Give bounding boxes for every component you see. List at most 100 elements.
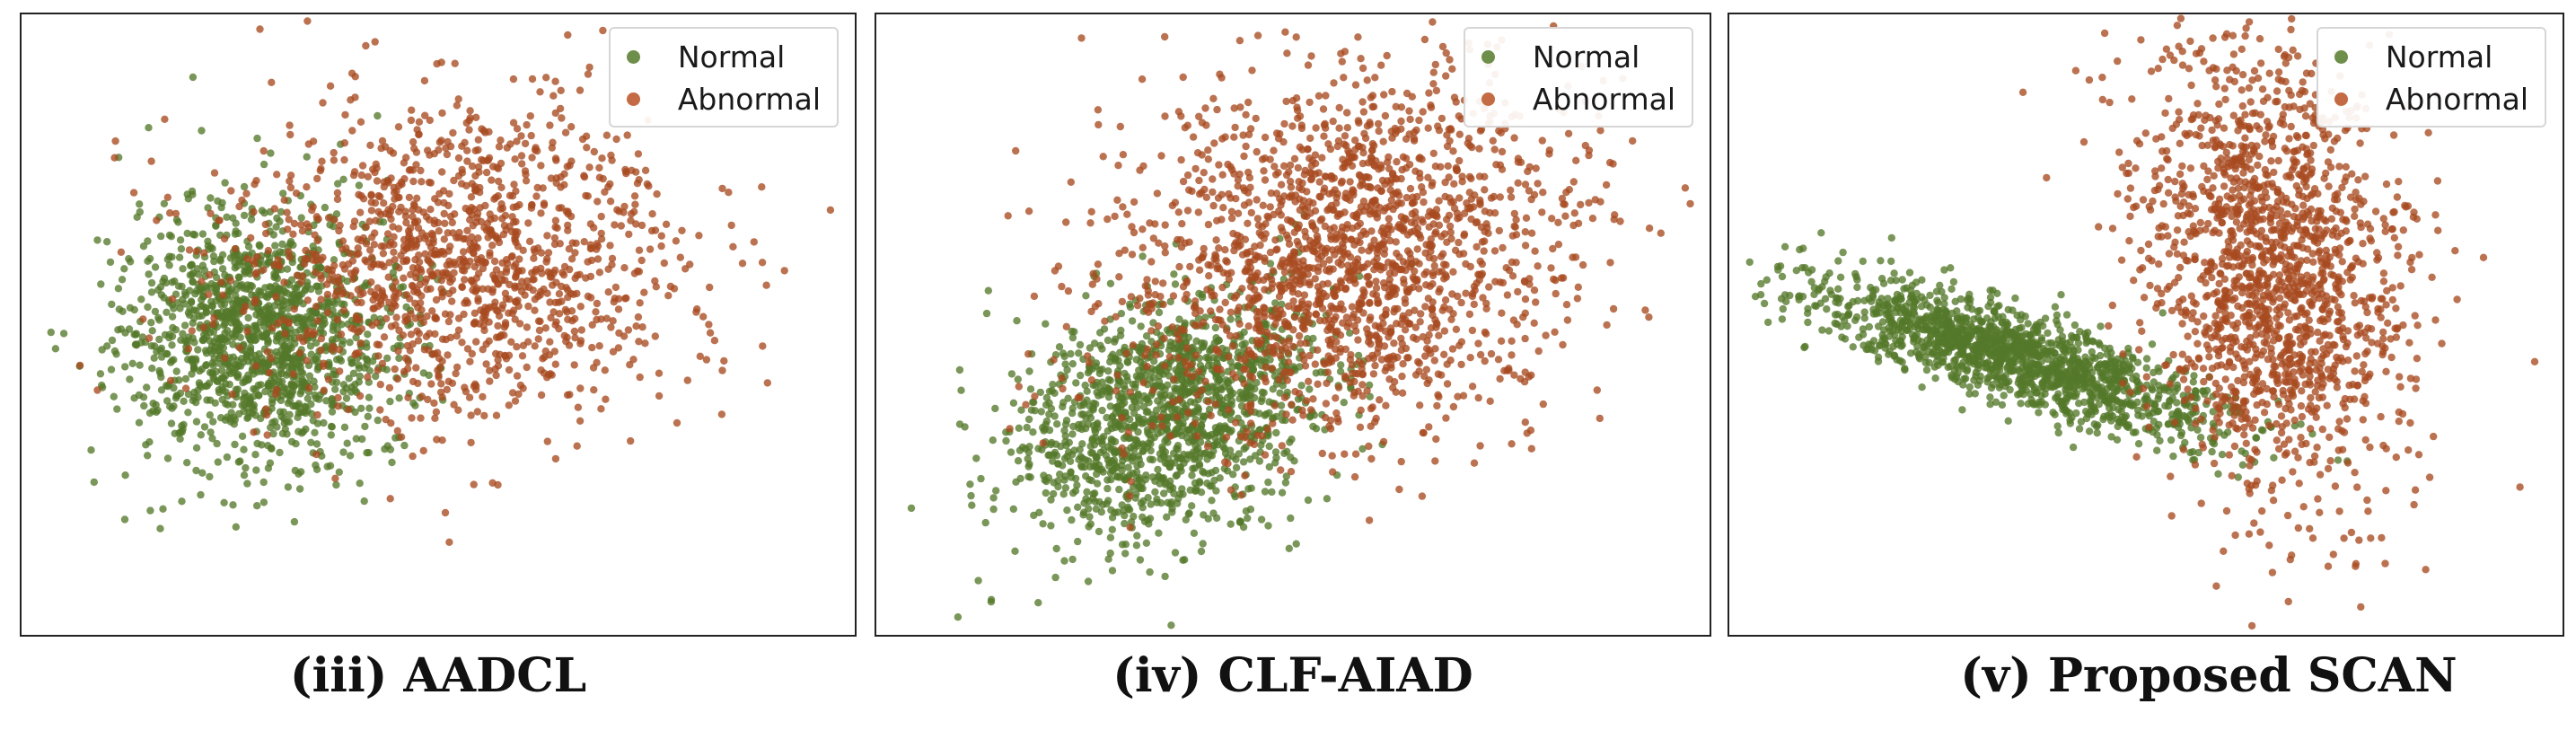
data-point-normal <box>261 387 269 396</box>
data-point-normal <box>263 290 272 299</box>
data-point-normal <box>364 330 372 339</box>
data-point-normal <box>1206 451 1214 459</box>
data-point-normal <box>223 453 232 462</box>
data-point-abnormal <box>1309 395 1317 403</box>
data-point-abnormal <box>394 347 402 356</box>
data-point-abnormal <box>1227 214 1236 223</box>
data-point-normal <box>113 405 121 413</box>
data-point-abnormal <box>354 286 362 294</box>
data-point-abnormal <box>454 326 463 334</box>
data-point-abnormal <box>561 128 570 136</box>
data-point-normal <box>1059 490 1068 498</box>
data-point-abnormal <box>1112 312 1120 321</box>
data-point-abnormal <box>501 352 509 360</box>
data-point-abnormal <box>1193 149 1202 157</box>
data-point-abnormal <box>1645 224 1654 233</box>
data-point-normal <box>258 332 266 340</box>
data-point-abnormal <box>454 154 463 163</box>
data-point-normal <box>1119 394 1127 402</box>
data-point-abnormal <box>1446 228 1455 236</box>
data-point-abnormal <box>1103 215 1112 224</box>
data-point-abnormal <box>1050 356 1058 364</box>
data-point-abnormal <box>1572 156 1580 164</box>
data-point-abnormal <box>286 130 295 139</box>
data-point-abnormal <box>337 330 346 339</box>
data-point-normal <box>1231 492 1239 501</box>
data-point-abnormal <box>1323 379 1331 387</box>
data-point-abnormal <box>374 352 382 360</box>
data-point-abnormal <box>1304 270 1312 278</box>
data-point-normal <box>1108 457 1116 465</box>
data-point-normal <box>1069 422 1077 431</box>
data-point-abnormal <box>651 226 660 234</box>
data-point-abnormal <box>465 126 473 134</box>
data-point-normal <box>303 282 312 290</box>
data-point-abnormal <box>397 433 406 441</box>
data-point-normal <box>132 340 140 348</box>
data-point-normal <box>1013 317 1021 325</box>
data-point-normal <box>255 350 263 358</box>
data-point-normal <box>286 341 295 349</box>
data-point-normal <box>292 440 300 448</box>
data-point-abnormal <box>458 169 467 177</box>
data-point-abnormal <box>696 352 704 360</box>
data-point-abnormal <box>467 411 475 419</box>
data-point-normal <box>107 365 116 374</box>
data-point-abnormal <box>484 304 492 312</box>
data-point-abnormal <box>537 162 545 170</box>
data-point-abnormal <box>445 257 453 266</box>
data-point-abnormal <box>362 223 370 232</box>
data-point-abnormal <box>1300 291 1309 299</box>
data-point-normal <box>1268 488 1276 497</box>
data-point-normal <box>1116 348 1124 356</box>
data-point-normal <box>1104 367 1112 375</box>
data-point-abnormal <box>468 244 477 252</box>
data-point-normal <box>283 430 291 438</box>
data-point-normal <box>251 451 259 459</box>
data-point-abnormal <box>479 313 488 322</box>
data-point-normal <box>311 428 319 436</box>
data-point-abnormal <box>1287 468 1296 476</box>
data-point-abnormal <box>1268 365 1277 373</box>
data-point-normal <box>1191 399 1199 407</box>
data-point-abnormal <box>513 137 521 145</box>
data-point-abnormal <box>268 324 277 332</box>
data-point-abnormal <box>1185 186 1193 194</box>
data-point-abnormal <box>558 268 567 277</box>
data-point-abnormal <box>1397 457 1405 466</box>
data-point-normal <box>1337 361 1345 369</box>
data-point-normal <box>1234 362 1242 370</box>
data-point-abnormal <box>1550 275 1558 284</box>
data-point-abnormal <box>419 446 427 455</box>
data-point-abnormal <box>1289 297 1297 305</box>
data-point-abnormal <box>279 315 287 324</box>
data-point-abnormal <box>535 326 544 335</box>
data-point-abnormal <box>461 276 469 284</box>
data-point-abnormal <box>421 278 429 286</box>
data-point-abnormal <box>592 308 600 316</box>
data-point-abnormal <box>286 253 294 261</box>
data-point-abnormal <box>323 290 332 299</box>
data-point-normal <box>284 354 293 362</box>
data-point-abnormal <box>643 180 652 189</box>
data-point-abnormal <box>1314 92 1323 101</box>
data-point-abnormal <box>549 138 557 146</box>
data-point-abnormal <box>474 163 483 172</box>
data-point-normal <box>1126 415 1134 424</box>
data-point-abnormal <box>340 139 349 147</box>
data-point-abnormal <box>435 227 443 235</box>
data-point-abnormal <box>1510 209 1518 218</box>
data-point-abnormal <box>582 191 590 200</box>
data-point-abnormal <box>1231 123 1239 132</box>
data-point-normal <box>1059 462 1067 470</box>
data-point-normal <box>1023 423 1031 432</box>
data-point-abnormal <box>511 282 519 290</box>
data-point-normal <box>155 335 163 344</box>
data-point-normal <box>1014 457 1023 465</box>
data-point-normal <box>144 303 152 312</box>
data-point-abnormal <box>576 339 585 348</box>
data-point-normal <box>1139 402 1148 411</box>
data-point-abnormal <box>1067 178 1075 186</box>
data-point-abnormal <box>400 242 409 251</box>
data-point-abnormal <box>347 292 355 300</box>
